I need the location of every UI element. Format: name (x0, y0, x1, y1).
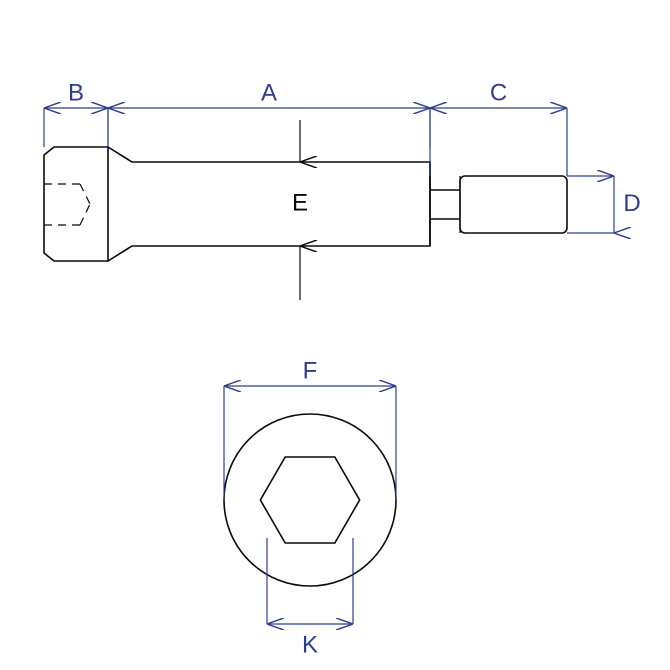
shoulder-screw-diagram: A B C D E F K (0, 0, 670, 670)
dim-label-D: D (623, 190, 640, 217)
head-circle (224, 414, 396, 586)
dim-label-A: A (261, 79, 277, 106)
front-view (224, 414, 396, 586)
dim-label-E: E (292, 189, 308, 216)
dim-label-K: K (302, 631, 318, 658)
dim-label-C: C (490, 79, 507, 106)
dimension-labels: A B C D E F K (68, 79, 641, 658)
dim-label-F: F (303, 357, 318, 384)
dim-label-B: B (68, 79, 84, 106)
hex-socket (260, 457, 359, 543)
dimension-lines (44, 108, 614, 624)
